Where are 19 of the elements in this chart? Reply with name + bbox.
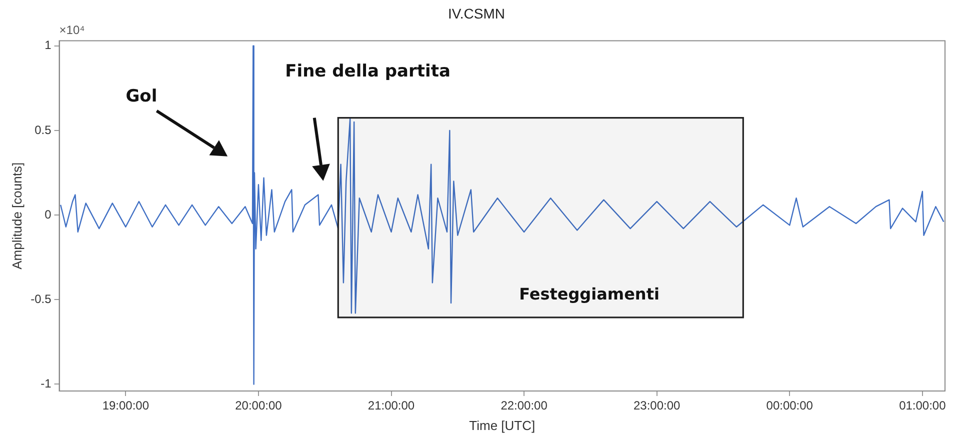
y-tick-label: -0.5 xyxy=(30,292,52,306)
x-tick-label: 23:00:00 xyxy=(633,398,681,413)
x-axis-title: Time [UTC] xyxy=(469,418,536,433)
x-tick-label: 22:00:00 xyxy=(500,398,548,413)
text: ×10⁴ xyxy=(59,23,85,38)
y-tick-label: 1 xyxy=(44,38,52,52)
x-tick-label: 19:00:00 xyxy=(102,398,150,413)
x-tick-label: 20:00:00 xyxy=(235,398,282,413)
annotation: Gol xyxy=(126,86,158,106)
x-tick-label: 00:00:00 xyxy=(766,398,814,413)
y-tick-label: 0 xyxy=(44,207,52,222)
x-tick-label: 21:00:00 xyxy=(368,398,415,413)
chart-title: IV.CSMN xyxy=(448,5,506,22)
x-tick-label: 01:00:00 xyxy=(899,398,946,413)
y-axis-title: Amplitude [counts] xyxy=(9,162,24,270)
annotation: Fine della partita xyxy=(285,62,450,82)
y-tick-label: -1 xyxy=(40,376,52,391)
band-label: Festeggiamenti xyxy=(519,284,660,304)
y-tick-label: 0.5 xyxy=(34,122,52,137)
